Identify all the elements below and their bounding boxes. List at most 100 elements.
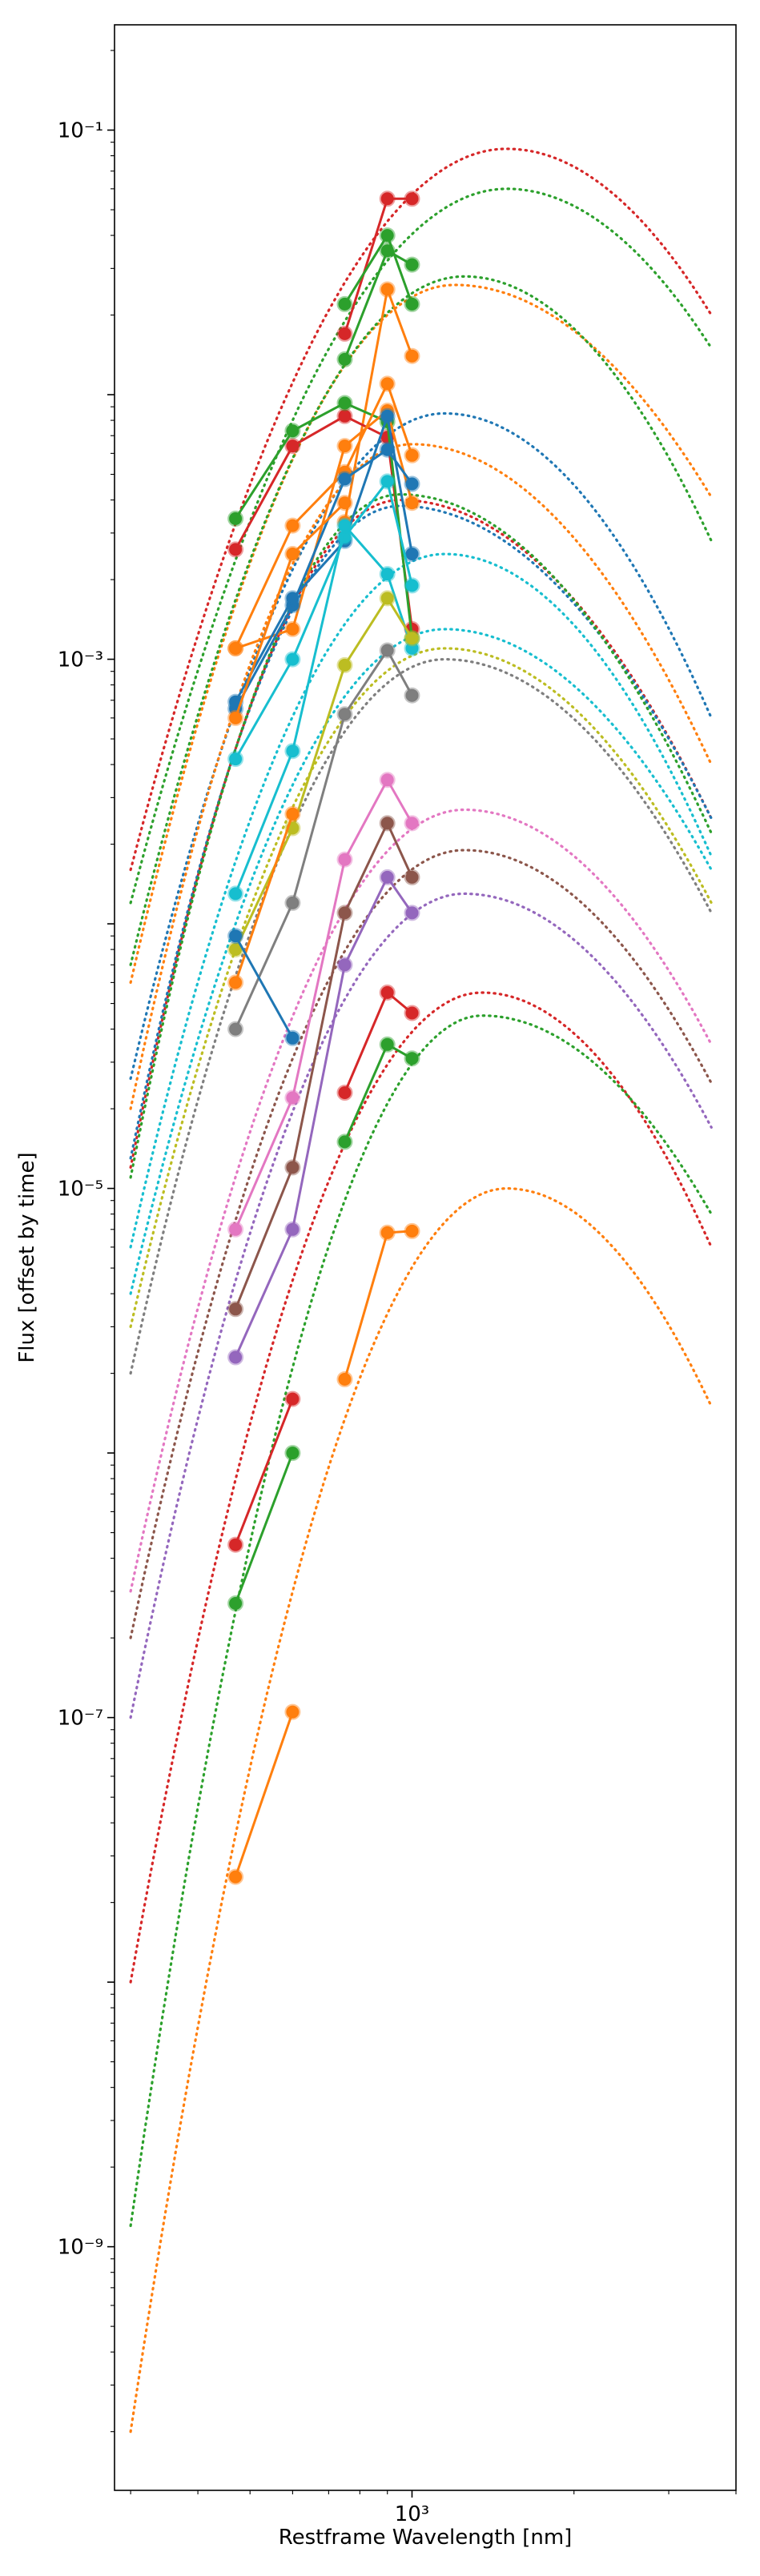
- series-line: [344, 232, 413, 305]
- data-point: [404, 815, 420, 832]
- data-point: [404, 347, 420, 364]
- data-point: [379, 227, 396, 244]
- observed-series-8: [227, 403, 420, 656]
- data-point: [404, 495, 420, 512]
- data-point: [336, 295, 353, 312]
- model-curve-13: [129, 657, 713, 1375]
- data-point: [284, 894, 301, 911]
- data-point: [227, 974, 244, 991]
- model-curve-17: [129, 991, 713, 1984]
- data-point: [227, 1349, 244, 1366]
- data-point: [404, 256, 420, 273]
- data-point: [336, 325, 353, 342]
- data-point: [227, 885, 244, 902]
- observed-series-20: [227, 869, 420, 1366]
- data-point: [284, 1089, 301, 1106]
- data-point: [284, 651, 301, 668]
- y-tick-label: 10⁻³: [58, 648, 103, 672]
- data-point: [227, 928, 244, 945]
- data-point: [336, 438, 353, 455]
- observed-series-11: [227, 495, 353, 726]
- data-point: [379, 590, 396, 607]
- data-point: [404, 687, 420, 704]
- series-line: [234, 1711, 294, 1878]
- data-point: [379, 642, 396, 659]
- y-axis-ticks: 10⁻¹ 10⁻³ 10⁻⁵ 10⁻⁷ 10⁻⁹: [58, 50, 115, 2433]
- series-line: [234, 777, 413, 1230]
- data-point: [404, 295, 420, 312]
- data-point: [379, 772, 396, 788]
- observed-series-15: [227, 642, 420, 1037]
- observed-series-19: [227, 815, 420, 1318]
- model-curve-12: [129, 647, 713, 1329]
- data-point: [379, 191, 396, 207]
- series-line: [234, 1452, 294, 1604]
- y-tick-label: 10⁻¹: [58, 119, 103, 143]
- data-point: [404, 1005, 420, 1021]
- data-point: [284, 1390, 301, 1407]
- series-line: [234, 935, 294, 1039]
- model-curve-4: [129, 275, 713, 966]
- observed-series-21: [336, 984, 420, 1101]
- data-point: [379, 566, 396, 583]
- observed-series-12: [227, 473, 420, 768]
- data-point: [284, 546, 301, 562]
- data-point: [336, 517, 353, 534]
- data-point: [284, 423, 301, 439]
- data-point: [336, 407, 353, 424]
- data-point: [404, 191, 420, 207]
- data-point: [227, 510, 244, 527]
- y-tick-label: 10⁻⁹: [58, 2236, 103, 2260]
- data-point: [227, 1868, 244, 1885]
- data-point: [227, 1021, 244, 1037]
- x-axis-label: Restframe Wavelength [nm]: [279, 2526, 573, 2550]
- data-point: [284, 1159, 301, 1176]
- model-curve-16: [129, 892, 713, 1719]
- model-curve-19: [129, 1186, 713, 2434]
- data-point: [404, 447, 420, 463]
- x-tick-label: 10³: [395, 2502, 430, 2526]
- data-point: [284, 1703, 301, 1720]
- series-line: [234, 813, 294, 983]
- data-point: [227, 1221, 244, 1238]
- data-point: [336, 471, 353, 488]
- model-curve-10: [129, 552, 713, 1249]
- data-point: [227, 541, 244, 558]
- data-point: [336, 1134, 353, 1150]
- data-point: [336, 656, 353, 673]
- model-curve-14: [129, 808, 713, 1593]
- data-point: [227, 709, 244, 726]
- observed-series-24: [227, 1445, 301, 1611]
- data-point: [336, 1371, 353, 1387]
- model-curve-1: [129, 147, 713, 872]
- data-point: [284, 517, 301, 534]
- observed-series-26: [227, 1703, 301, 1885]
- data-point: [379, 375, 396, 392]
- data-point: [227, 1536, 244, 1553]
- data-point: [284, 1221, 301, 1238]
- data-point: [284, 805, 301, 822]
- data-point: [404, 1050, 420, 1067]
- observed-series-4: [336, 227, 420, 312]
- model-curve-15: [129, 849, 713, 1639]
- data-point: [336, 351, 353, 367]
- observed-series-13: [227, 517, 420, 902]
- data-point: [336, 957, 353, 973]
- observed-series-22: [336, 1036, 420, 1150]
- model-curve-9: [129, 492, 713, 1179]
- y-tick-label: 10⁻⁷: [58, 1707, 103, 1731]
- data-point: [336, 495, 353, 512]
- data-point: [227, 1301, 244, 1318]
- data-point: [404, 630, 420, 647]
- model-curve-6: [129, 443, 713, 1110]
- series-line: [234, 648, 413, 1030]
- data-point: [336, 1085, 353, 1101]
- data-point: [379, 281, 396, 298]
- series-line: [344, 1042, 413, 1143]
- data-point: [379, 869, 396, 885]
- data-point: [404, 869, 420, 885]
- data-point: [404, 475, 420, 492]
- data-point: [379, 815, 396, 832]
- model-curve-18: [129, 1014, 713, 2228]
- data-point: [336, 395, 353, 411]
